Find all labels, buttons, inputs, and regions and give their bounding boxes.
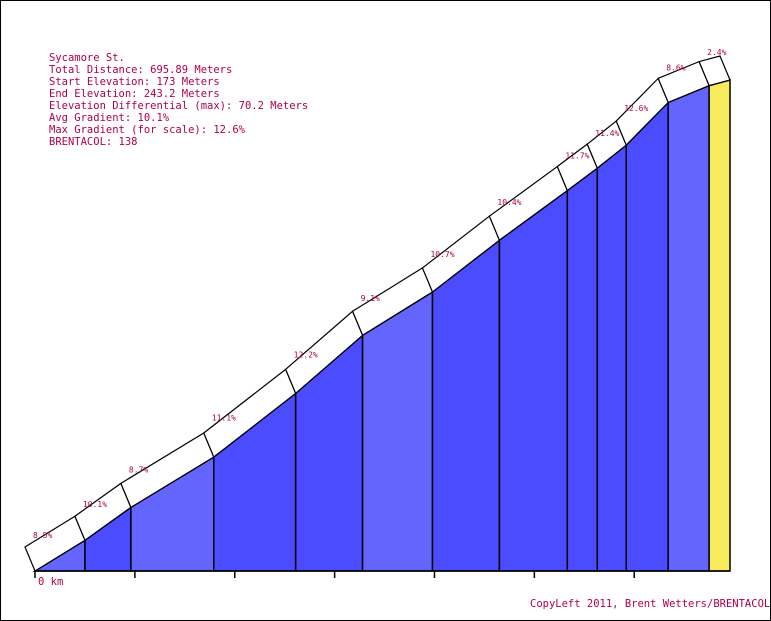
profile-segment [667, 84, 710, 572]
profile-segment [596, 143, 627, 572]
gradient-label: 11.7% [565, 151, 589, 160]
gradient-label: 11.4% [595, 129, 619, 138]
info-line: BRENTACOL: 138 [49, 136, 138, 148]
profile-segment [708, 79, 731, 572]
gradient-label: 8.6% [666, 64, 685, 73]
profile-segment [566, 166, 599, 572]
chart-title: Sycamore St. [49, 52, 125, 64]
gradient-label: 2.4% [707, 48, 726, 57]
profile-segment [431, 238, 501, 572]
x-tick-label: 0 km [38, 576, 63, 588]
gradient-label: 11.1% [212, 414, 236, 423]
footer: CopyLeft 2011, Brent Wetters/BRENTACOL [530, 598, 770, 610]
gradient-label: 8.7% [129, 465, 148, 474]
gradient-band [698, 55, 731, 87]
gradient-label: 10.4% [497, 198, 521, 207]
info-line: Max Gradient (for scale): 12.6% [49, 124, 246, 136]
info-line: Total Distance: 695.89 Meters [49, 64, 232, 76]
gradient-label: 12.6% [624, 104, 648, 113]
gradient-label: 9.1% [361, 294, 380, 303]
profile-segment [625, 100, 669, 572]
info-line: Elevation Differential (max): 70.2 Meter… [49, 100, 308, 112]
info-line: Avg Gradient: 10.1% [49, 112, 170, 124]
info-line: Start Elevation: 173 Meters [49, 76, 220, 88]
gradient-label: 12.2% [294, 351, 318, 360]
profile-segment [498, 189, 569, 572]
gradient-label: 10.7% [430, 250, 454, 259]
info-line: End Elevation: 243.2 Meters [49, 88, 220, 100]
gradient-label: 8.5% [33, 531, 52, 540]
gradient-label: 10.1% [83, 500, 107, 509]
profile-segment [361, 290, 434, 572]
